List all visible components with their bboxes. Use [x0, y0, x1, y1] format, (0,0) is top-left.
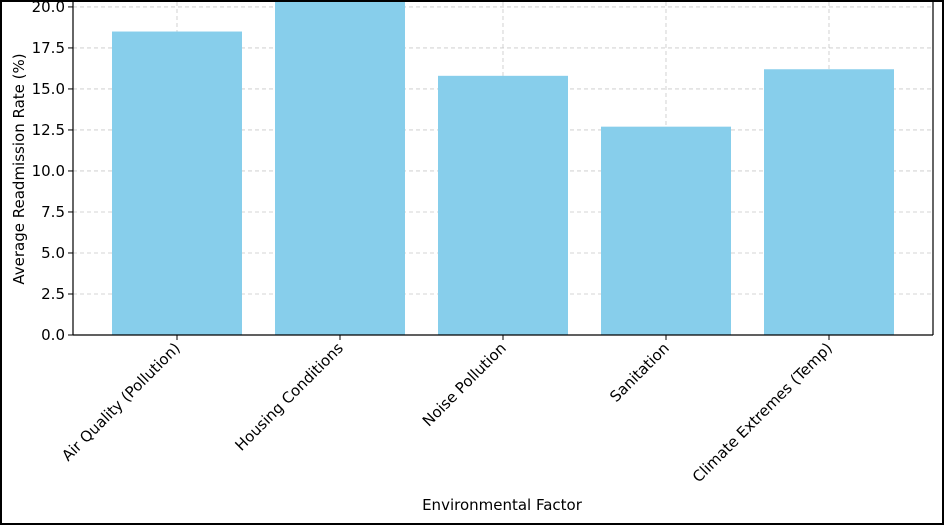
bars	[112, 2, 894, 335]
y-tick-label: 10.0	[32, 162, 65, 180]
y-tick-label: 15.0	[32, 80, 65, 98]
y-tick-labels: 0.0 2.5 5.0 7.5 10.0 12.5 15.0 17.5 20.0	[32, 2, 65, 344]
bar	[275, 2, 405, 335]
bar	[764, 69, 894, 335]
y-tick-label: 12.5	[32, 121, 65, 139]
bar	[601, 126, 731, 335]
bar	[438, 75, 568, 335]
y-tick-label: 17.5	[32, 39, 65, 57]
x-tick-label: Housing Conditions	[231, 339, 346, 454]
x-tick-labels: Air Quality (Pollution) Housing Condition…	[58, 339, 836, 486]
y-tick-label: 5.0	[41, 244, 65, 262]
y-tick-label: 2.5	[41, 285, 65, 303]
x-axis-label: Environmental Factor	[422, 496, 583, 514]
y-tick-label: 0.0	[41, 326, 65, 344]
y-tick-label: 7.5	[41, 203, 65, 221]
axes	[68, 2, 934, 340]
x-tick-label: Sanitation	[606, 339, 673, 406]
bar	[112, 31, 242, 335]
x-tick-label: Noise Pollution	[419, 339, 510, 430]
y-axis-label: Average Readmission Rate (%)	[10, 53, 28, 284]
x-tick-label: Air Quality (Pollution)	[58, 339, 184, 465]
y-tick-label: 20.0	[32, 2, 65, 16]
x-tick-label: Climate Extremes (Temp)	[689, 339, 836, 486]
